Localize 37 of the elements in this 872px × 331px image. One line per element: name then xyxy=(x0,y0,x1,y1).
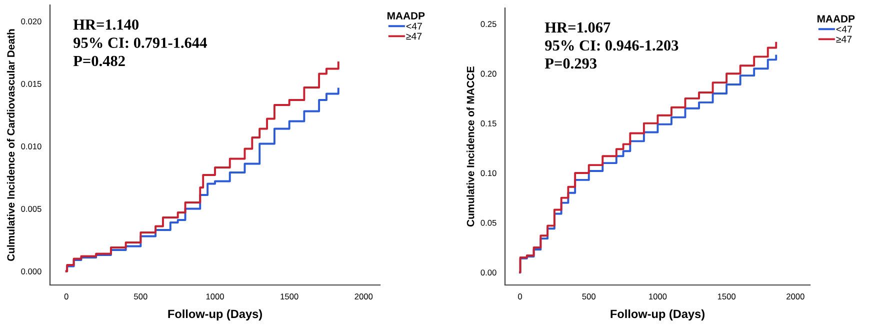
y-tick-label: 0.00 xyxy=(480,270,496,276)
annotation: 95% CI: 0.791-1.644 xyxy=(74,38,207,48)
annotation: P=0.482 xyxy=(73,56,125,66)
y-tick-label: 0.05 xyxy=(480,220,496,226)
legend-label: ≥47 xyxy=(836,36,852,43)
annotation: HR=1.067 xyxy=(544,22,610,33)
x-tick-label: 0 xyxy=(64,294,68,300)
legend-label: <47 xyxy=(836,26,852,33)
x-tick-label: 1000 xyxy=(206,294,224,300)
y-tick-label: 0.25 xyxy=(480,21,496,28)
y-tick-label: 0.020 xyxy=(21,18,42,24)
y-axis-title: Culmulative Incidence of Cardiovascular Death xyxy=(6,29,15,261)
annotation: P=0.293 xyxy=(544,58,597,69)
x-tick-label: 1500 xyxy=(280,294,298,300)
x-tick-label: 1000 xyxy=(649,294,667,300)
annotation: 95% CI: 0.946-1.203 xyxy=(545,40,678,51)
legend-title: MAADP xyxy=(388,12,425,20)
y-tick-label: 0.010 xyxy=(21,143,42,150)
annotation: HR=1.140 xyxy=(73,19,139,30)
y-axis-title: Cumulative Incidence of MACCE xyxy=(466,66,474,227)
x-axis-title: Follow-up (Days) xyxy=(168,309,262,320)
x-tick-label: 500 xyxy=(134,294,148,300)
y-tick-label: 0.15 xyxy=(480,120,496,126)
legend-title: MAADP xyxy=(818,15,855,22)
legend-label: <47 xyxy=(406,22,422,30)
x-tick-label: 1500 xyxy=(718,294,736,300)
x-axis-title: Follow-up (Days) xyxy=(610,309,704,320)
y-tick-label: 0.10 xyxy=(480,170,496,176)
x-tick-label: 2000 xyxy=(786,294,804,300)
y-tick-label: 0.000 xyxy=(21,268,42,274)
x-tick-label: 2000 xyxy=(354,294,373,300)
y-tick-label: 0.015 xyxy=(21,80,42,87)
y-tick-label: 0.20 xyxy=(480,70,496,77)
x-tick-label: 500 xyxy=(582,294,596,300)
x-tick-label: 0 xyxy=(518,294,522,300)
legend-label: ≥47 xyxy=(406,32,422,40)
y-tick-label: 0.005 xyxy=(21,206,42,212)
